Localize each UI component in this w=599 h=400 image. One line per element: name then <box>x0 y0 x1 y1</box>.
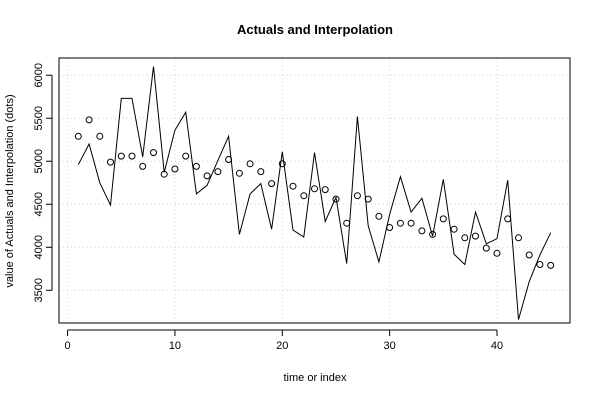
actual-point <box>85 116 93 124</box>
actual-point <box>246 160 254 168</box>
x-tick-label: 0 <box>65 340 71 352</box>
x-axis: 0 10 20 30 40 <box>65 329 503 352</box>
actual-point <box>278 160 286 168</box>
actual-point <box>450 225 458 233</box>
x-tick-label: 30 <box>384 340 396 352</box>
actual-point <box>353 192 361 200</box>
actual-point <box>96 132 104 140</box>
actual-point <box>375 212 383 220</box>
actual-point <box>300 192 308 200</box>
actual-point <box>504 215 512 223</box>
actual-point <box>139 162 147 170</box>
y-tick-label: 3500 <box>33 278 45 302</box>
actual-point <box>439 215 447 223</box>
actual-point <box>472 232 479 240</box>
actual-point <box>192 162 200 170</box>
actual-point <box>407 219 415 227</box>
actual-point <box>203 172 211 180</box>
actual-point <box>289 182 297 190</box>
actual-point <box>386 224 394 231</box>
actual-point <box>160 170 168 178</box>
actual-point <box>536 261 544 268</box>
x-tick-label: 40 <box>491 340 503 352</box>
actual-point <box>225 156 233 163</box>
grid-lines <box>59 58 570 323</box>
actual-point <box>182 152 190 160</box>
x-tick-label: 10 <box>169 340 181 352</box>
plot-frame <box>58 57 571 324</box>
interpolation-line <box>77 66 552 320</box>
actual-point <box>429 230 437 238</box>
x-axis-label: time or index <box>284 372 347 384</box>
actuals-dots <box>74 116 555 269</box>
y-tick-label: 5500 <box>33 106 45 130</box>
actual-point <box>321 186 329 194</box>
actual-point <box>107 158 114 166</box>
actual-point <box>396 219 404 227</box>
actual-point <box>235 169 243 177</box>
actual-point <box>257 168 265 176</box>
y-tick-label: 4500 <box>33 192 45 216</box>
y-axis: 3500 4000 4500 5000 5500 6000 <box>33 63 53 303</box>
actual-point <box>128 152 136 160</box>
y-tick-label: 4000 <box>33 235 45 259</box>
actual-point <box>332 195 340 203</box>
actual-point <box>515 234 522 242</box>
actual-point <box>482 244 490 252</box>
actual-point <box>525 251 533 259</box>
actual-point <box>418 227 426 235</box>
actual-point <box>461 234 469 242</box>
actual-point <box>364 195 372 203</box>
actual-point <box>493 249 501 257</box>
y-tick-label: 5000 <box>33 149 45 173</box>
actual-point <box>214 168 222 176</box>
actual-point <box>171 165 179 173</box>
actual-point <box>117 152 125 160</box>
actual-point <box>547 261 555 269</box>
actual-point <box>311 185 318 193</box>
x-tick-label: 20 <box>276 340 288 352</box>
actual-point <box>268 180 276 188</box>
actual-point <box>74 132 82 140</box>
actual-point <box>150 149 157 157</box>
y-tick-label: 6000 <box>33 63 45 87</box>
y-axis-label: value of Actuals and Interpolation (dots… <box>4 94 16 287</box>
chart-title: Actuals and Interpolation <box>237 22 393 37</box>
actual-point <box>343 219 351 227</box>
